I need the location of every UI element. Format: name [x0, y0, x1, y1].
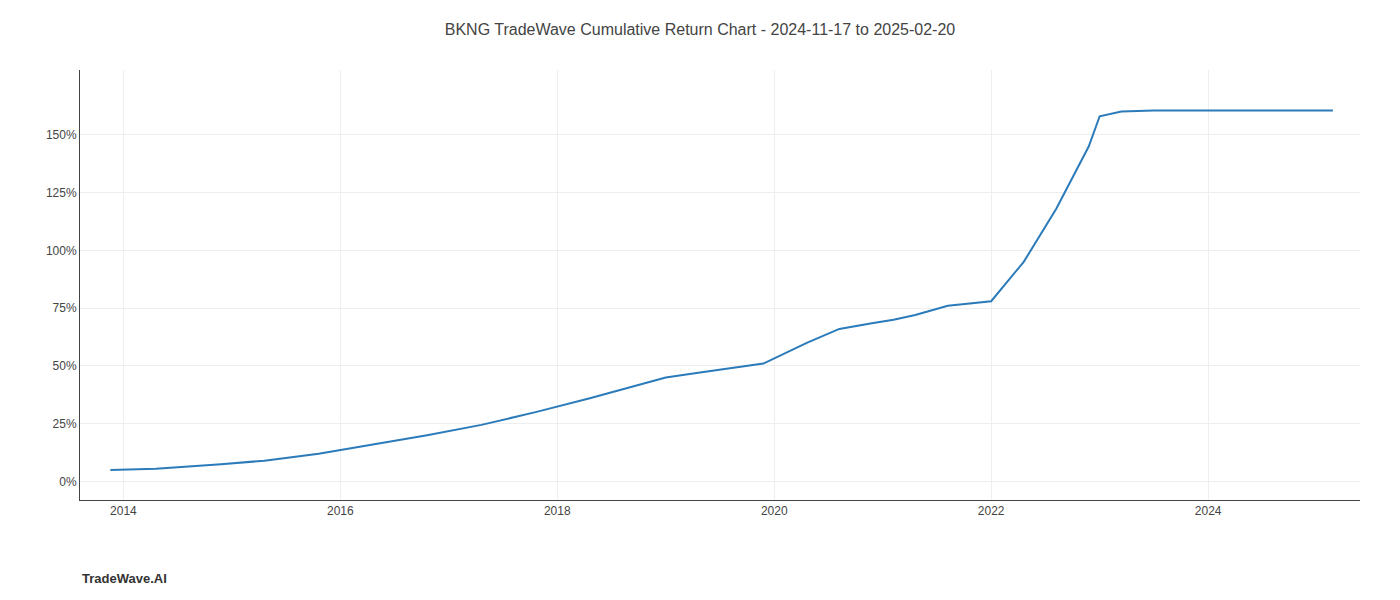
- svg-text:TradeWave.AI: TradeWave.AI: [82, 571, 167, 586]
- svg-text:2020: 2020: [761, 504, 788, 518]
- svg-text:2018: 2018: [544, 504, 571, 518]
- svg-text:2024: 2024: [1195, 504, 1222, 518]
- svg-text:100%: 100%: [46, 244, 77, 258]
- svg-text:150%: 150%: [46, 128, 77, 142]
- svg-text:2022: 2022: [978, 504, 1005, 518]
- svg-text:2014: 2014: [110, 504, 137, 518]
- svg-text:50%: 50%: [53, 359, 77, 373]
- svg-text:75%: 75%: [53, 301, 77, 315]
- svg-text:BKNG TradeWave Cumulative Retu: BKNG TradeWave Cumulative Return Chart -…: [445, 21, 956, 38]
- svg-text:2016: 2016: [327, 504, 354, 518]
- svg-text:0%: 0%: [59, 475, 77, 489]
- svg-text:125%: 125%: [46, 186, 77, 200]
- svg-text:25%: 25%: [53, 417, 77, 431]
